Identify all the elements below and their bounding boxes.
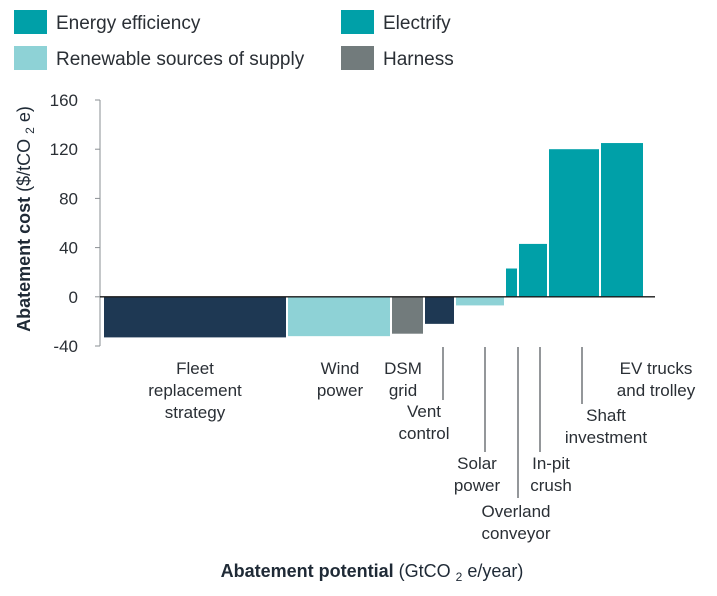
category-label: Vent control bbox=[398, 402, 449, 443]
y-axis-title-unit-prefix: ($/tCO bbox=[14, 139, 34, 192]
category-label-line: power bbox=[454, 476, 501, 495]
legend-swatch bbox=[341, 46, 374, 70]
bar-ev-trucks-and-trolley bbox=[601, 143, 643, 297]
category-label-line: replacement bbox=[148, 381, 242, 400]
category-label-line: DSM bbox=[384, 359, 422, 378]
legend-swatch bbox=[14, 10, 47, 34]
y-tick-label: 40 bbox=[59, 239, 78, 258]
category-label-line: conveyor bbox=[482, 524, 551, 543]
category-label-line: grid bbox=[389, 381, 417, 400]
category-labels: Fleet replacement strategy Wind power DSM grid… bbox=[148, 347, 696, 543]
y-tick-label: 80 bbox=[59, 189, 78, 208]
y-axis-title-unit-sub: 2 bbox=[23, 127, 37, 134]
category-label: DSM grid bbox=[384, 359, 422, 400]
bar-solar-power bbox=[456, 296, 504, 306]
legend-item: Harness bbox=[341, 46, 454, 70]
bar-dsm-grid bbox=[392, 296, 423, 334]
category-label: Wind power bbox=[317, 359, 364, 400]
y-tick-label: 120 bbox=[50, 140, 78, 159]
category-label-line: In-pit bbox=[532, 454, 570, 473]
y-tick-label: 160 bbox=[50, 91, 78, 110]
y-axis: 160 120 80 40 0 -40 bbox=[50, 91, 101, 356]
category-label: Fleet replacement strategy bbox=[148, 359, 242, 422]
y-tick-label: -40 bbox=[53, 337, 78, 356]
legend-swatch bbox=[341, 10, 374, 34]
bar-wind-power bbox=[288, 296, 390, 337]
bars bbox=[100, 143, 655, 338]
legend: Energy efficiency Electrify Renewable sour… bbox=[14, 10, 454, 70]
x-axis-title-unit-sub: 2 bbox=[456, 570, 463, 584]
category-label-line: Overland bbox=[482, 502, 551, 521]
bar-overland-conveyor bbox=[506, 268, 517, 297]
category-label-line: Shaft bbox=[586, 406, 626, 425]
category-label-line: EV trucks bbox=[620, 359, 693, 378]
legend-label: Harness bbox=[383, 49, 454, 70]
category-label-line: Wind bbox=[321, 359, 360, 378]
category-label: Shaft investment bbox=[565, 406, 647, 447]
bar-vent-control bbox=[425, 296, 454, 324]
x-axis-title-unit-prefix: (GtCO bbox=[399, 561, 451, 581]
bar-in-pit-crush bbox=[519, 243, 547, 297]
category-label: Solar power bbox=[454, 454, 501, 495]
x-axis-title-main: Abatement potential bbox=[221, 561, 394, 581]
y-tick-label: 0 bbox=[69, 288, 78, 307]
bar-shaft-investment bbox=[549, 149, 599, 297]
category-label: EV trucks and trolley bbox=[617, 359, 696, 400]
category-label-line: Solar bbox=[457, 454, 497, 473]
category-label-line: power bbox=[317, 381, 364, 400]
category-label-line: strategy bbox=[165, 403, 226, 422]
y-axis-title-main: Abatement cost bbox=[14, 197, 34, 332]
category-label: Overland conveyor bbox=[482, 502, 551, 543]
category-label-line: investment bbox=[565, 428, 647, 447]
y-axis-title-unit-suffix: e) bbox=[14, 106, 34, 122]
category-label: In-pit crush bbox=[530, 454, 572, 495]
category-label-line: control bbox=[398, 424, 449, 443]
legend-item: Electrify bbox=[341, 10, 451, 34]
legend-item: Energy efficiency bbox=[14, 10, 201, 34]
legend-label: Electrify bbox=[383, 13, 451, 34]
legend-item: Renewable sources of supply bbox=[14, 46, 305, 70]
legend-label: Energy efficiency bbox=[56, 13, 201, 34]
category-label-line: and trolley bbox=[617, 381, 696, 400]
legend-swatch bbox=[14, 46, 47, 70]
category-label-line: Fleet bbox=[176, 359, 214, 378]
legend-label: Renewable sources of supply bbox=[56, 49, 305, 70]
category-label-line: crush bbox=[530, 476, 572, 495]
x-axis-title: Abatement potential (GtCO 2 e/year) bbox=[221, 561, 524, 585]
category-label-line: Vent bbox=[407, 402, 441, 421]
bar-fleet-replacement-strategy bbox=[104, 296, 286, 338]
y-axis-title: Abatement cost ($/tCO 2 e) bbox=[14, 106, 38, 332]
x-axis-title-unit-suffix: e/year) bbox=[467, 561, 523, 581]
